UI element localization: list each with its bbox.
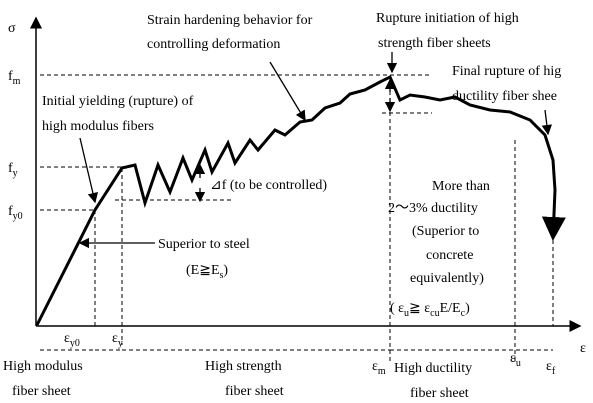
x-axis-label: ε	[580, 341, 586, 356]
text-part: f	[8, 161, 13, 176]
annotation: 2～3% ductility	[388, 201, 478, 216]
region-label: fiber sheet	[410, 386, 469, 401]
strain-label: εm	[372, 359, 386, 377]
stress-strain-curve	[35, 74, 566, 326]
annotation: Superior to steel	[158, 237, 250, 252]
stress-label: fy0	[8, 204, 23, 222]
text-part: ε	[64, 331, 70, 346]
region-label: fiber sheet	[225, 384, 284, 399]
annotation: Strain hardening behavior for	[147, 13, 313, 28]
strain-label: εf	[546, 359, 556, 377]
arrows	[78, 52, 553, 249]
guides	[40, 74, 554, 362]
region-label: High ductility	[394, 361, 472, 376]
text-part: f	[8, 69, 13, 84]
subscript: y	[118, 338, 123, 349]
subscript: y0	[70, 338, 80, 349]
text-part: (E≧E	[186, 263, 220, 278]
text-part: ε	[510, 351, 516, 366]
subscript: u	[404, 308, 409, 319]
axes	[30, 16, 582, 332]
strain-label: εy	[112, 331, 123, 349]
annotation: More than	[432, 179, 490, 194]
text-part: ( ε	[390, 301, 404, 316]
strain-label: εu	[510, 351, 521, 369]
subscript: cu	[430, 308, 439, 319]
annotation: high modulus fibers	[42, 119, 154, 134]
subscript: y	[13, 168, 18, 179]
text-part: ε	[546, 359, 552, 374]
annotation: strength fiber sheets	[378, 36, 491, 51]
annotation: ( εu≧ εcuE/Ec)	[390, 301, 470, 319]
stress-label: fy	[8, 161, 18, 179]
region-label: High modulus	[3, 359, 83, 374]
text-part: ε	[372, 359, 378, 374]
subscript: f	[552, 366, 556, 377]
text-part: )	[223, 263, 228, 278]
annotation: Rupture initiation of high	[376, 11, 519, 26]
region-label: fiber sheet	[12, 384, 71, 399]
annotation: ductility fiber shee	[452, 89, 557, 104]
subscript: m	[13, 76, 21, 87]
strain-label: εy0	[64, 331, 80, 349]
stress-label: fm	[8, 69, 21, 87]
annotation: controlling deformation	[147, 37, 280, 52]
text-part: ε	[112, 331, 118, 346]
subscript: s	[220, 270, 224, 281]
annotation: equivalently)	[410, 271, 484, 286]
annotation: concrete	[426, 248, 473, 263]
annotation: Initial yielding (rupture) of	[42, 94, 194, 109]
text-part: ≧ ε	[409, 301, 430, 316]
annotation: (Superior to	[412, 224, 479, 239]
subscript: c	[461, 308, 466, 319]
text-part: E/E	[440, 301, 461, 316]
text-part: f	[8, 204, 13, 219]
subscript: m	[378, 366, 386, 377]
subscript: u	[516, 358, 521, 369]
subscript: y0	[13, 211, 23, 222]
region-label: High strength	[205, 359, 282, 374]
annotation: Final rupture of hig	[452, 64, 561, 79]
annotation: (E≧Es)	[186, 263, 228, 281]
annotation: ⊿f (to be controlled)	[210, 178, 327, 193]
y-axis-label: σ	[8, 21, 16, 36]
text-part: )	[465, 301, 470, 316]
